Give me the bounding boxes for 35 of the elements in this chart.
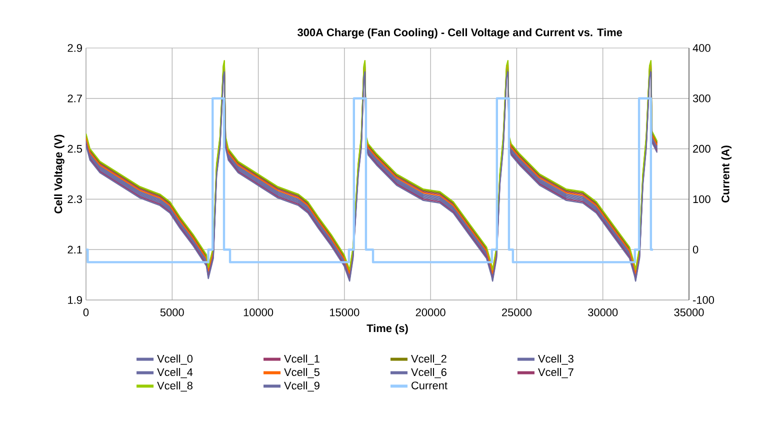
y2-tick-label: 100 [693,195,710,204]
y2-tick-label: 300 [692,94,710,102]
y2-tick-label: -100 [693,296,714,304]
x-tick-label: 10000 [244,308,274,316]
x-tick-label: 5000 [160,308,184,316]
y2-tick-label: 0 [692,246,698,254]
y2-tick-label: 400 [692,44,710,52]
y-tick-label: 2.3 [68,195,82,204]
y-tick-label: 1.9 [68,296,82,304]
x-tick-label: 0 [83,308,89,316]
y2-tick-label: 200 [693,144,710,153]
legend-label: Vcell_8 [157,381,192,392]
legend-label: Current [412,382,448,390]
y-tick-label: 2.7 [68,94,82,102]
y-tick-label: 2.5 [68,144,82,153]
chart-title: 300A Charge (Fan Cooling) - Cell Voltage and Current vs. Time [298,28,622,39]
x-tick-label: 15000 [330,308,360,316]
legend-label: Vcell_7 [538,368,574,378]
x-tick-label: 25000 [502,308,532,316]
y-tick-label: 2.1 [68,246,82,254]
y-axis-title: Cell Voltage (V) [54,134,64,214]
x-axis-title: Time (s) [366,324,408,334]
x-tick-label: 30000 [588,308,618,316]
legend-label: Vcell_0 [157,354,193,365]
legend-label: Vcell_2 [411,354,446,365]
legend-label: Vcell_3 [538,354,574,365]
legend-label: Vcell_6 [411,368,446,378]
y-tick-label: 2.9 [68,44,82,52]
legend-label: Vcell_4 [157,368,193,378]
legend-label: Vcell_9 [284,381,320,392]
legend-label: Vcell_5 [284,368,320,378]
legend-label: Vcell_1 [284,354,320,365]
y2-axis-title: Current (A) [721,146,732,202]
x-tick-label: 35000 [674,308,704,316]
x-tick-label: 20000 [416,308,446,316]
